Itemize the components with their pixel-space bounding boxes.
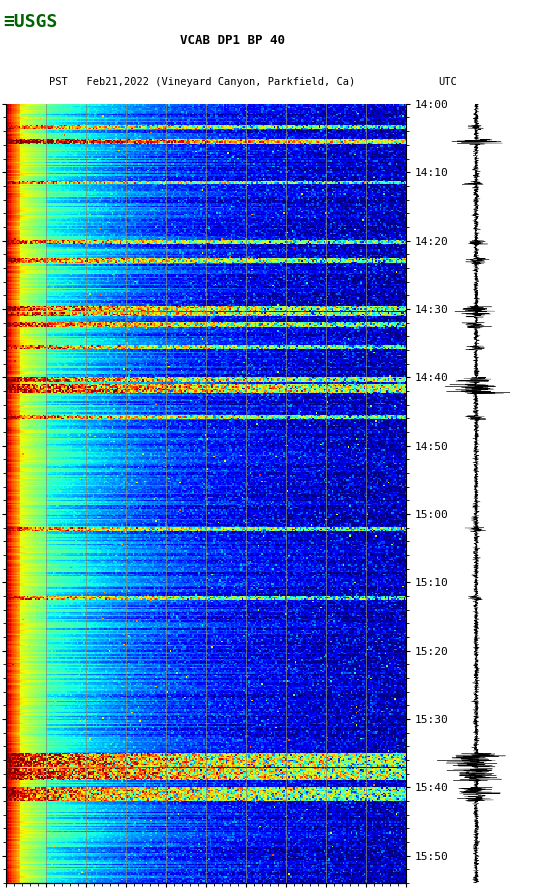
Text: UTC: UTC <box>438 77 457 87</box>
Text: VCAB DP1 BP 40: VCAB DP1 BP 40 <box>180 35 285 47</box>
Text: ≡USGS: ≡USGS <box>3 13 57 31</box>
Text: PST   Feb21,2022 (Vineyard Canyon, Parkfield, Ca): PST Feb21,2022 (Vineyard Canyon, Parkfie… <box>49 77 355 87</box>
